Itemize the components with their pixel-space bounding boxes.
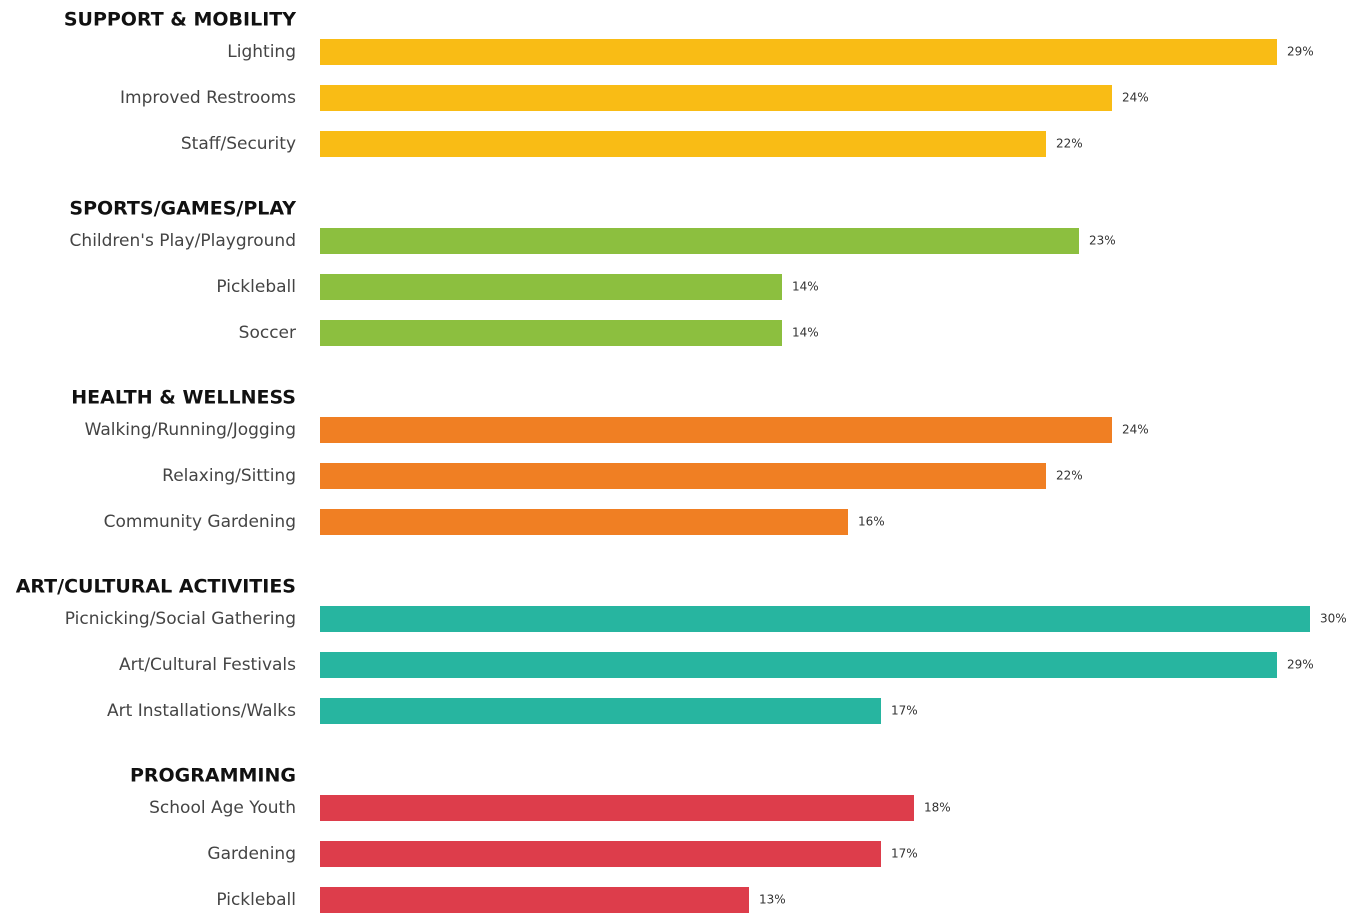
value-label: 16% [858, 515, 885, 529]
bar [320, 320, 782, 346]
bar [320, 463, 1046, 489]
bar [320, 228, 1079, 254]
category-label: Pickleball [216, 277, 296, 297]
bar [320, 795, 914, 821]
category-label: Pickleball [216, 890, 296, 910]
value-label: 24% [1122, 423, 1149, 437]
value-label: 14% [792, 280, 819, 294]
category-label: School Age Youth [149, 798, 296, 818]
category-label: Art/Cultural Festivals [119, 655, 296, 675]
value-label: 18% [924, 801, 951, 815]
category-label: Picnicking/Social Gathering [65, 609, 296, 629]
bar [320, 417, 1112, 443]
category-label: Improved Restrooms [120, 88, 296, 108]
value-label: 30% [1320, 612, 1347, 626]
bar [320, 698, 881, 724]
category-label: Community Gardening [104, 512, 296, 532]
value-label: 17% [891, 847, 918, 861]
bar [320, 606, 1310, 632]
bar [320, 652, 1277, 678]
value-label: 17% [891, 704, 918, 718]
value-label: 22% [1056, 469, 1083, 483]
bar [320, 131, 1046, 157]
value-label: 22% [1056, 137, 1083, 151]
category-label: Art Installations/Walks [107, 701, 296, 721]
value-label: 29% [1287, 658, 1314, 672]
group-title: PROGRAMMING [130, 765, 296, 787]
bar [320, 85, 1112, 111]
group-title: ART/CULTURAL ACTIVITIES [16, 576, 296, 598]
group-title: HEALTH & WELLNESS [71, 387, 296, 409]
value-label: 23% [1089, 234, 1116, 248]
category-label: Walking/Running/Jogging [85, 420, 296, 440]
category-label: Staff/Security [181, 134, 296, 154]
group-title: SUPPORT & MOBILITY [64, 9, 296, 31]
value-label: 29% [1287, 45, 1314, 59]
value-label: 14% [792, 326, 819, 340]
bar [320, 274, 782, 300]
bar [320, 39, 1277, 65]
bar [320, 887, 749, 913]
category-label: Children's Play/Playground [70, 231, 296, 251]
bar [320, 841, 881, 867]
value-label: 13% [759, 893, 786, 907]
bar [320, 509, 848, 535]
value-label: 24% [1122, 91, 1149, 105]
category-label: Soccer [239, 323, 296, 343]
group-title: SPORTS/GAMES/PLAY [69, 198, 296, 220]
category-label: Gardening [207, 844, 296, 864]
category-label: Relaxing/Sitting [162, 466, 296, 486]
category-label: Lighting [227, 42, 296, 62]
